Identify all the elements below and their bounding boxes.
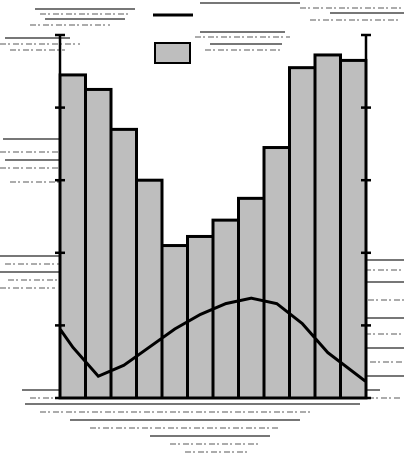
- bar-2: [84, 87, 113, 400]
- bar-10: [288, 66, 317, 400]
- bar-5: [160, 244, 189, 400]
- legend: [153, 13, 193, 64]
- bar-3: [109, 127, 138, 400]
- line-series: [58, 296, 367, 383]
- legend-bar-swatch: [154, 42, 191, 64]
- bar-1: [58, 73, 87, 400]
- bar-9: [262, 146, 291, 400]
- bar-12: [339, 58, 368, 400]
- plot-area: [55, 33, 371, 400]
- bar-4: [135, 178, 164, 400]
- bar-6: [186, 234, 215, 400]
- bar-11: [313, 53, 342, 400]
